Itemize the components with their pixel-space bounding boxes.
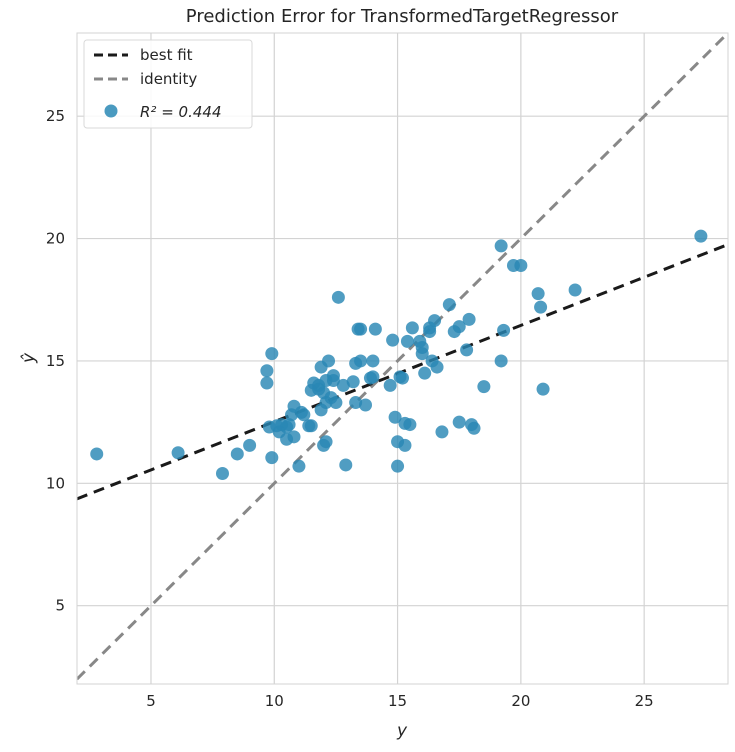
data-point [304, 419, 318, 433]
data-point [467, 421, 481, 435]
data-point [366, 370, 380, 384]
x-tick-label: 5 [146, 692, 156, 710]
x-tick-label: 25 [635, 692, 654, 710]
legend: best fit identity R² = 0.444 [83, 39, 253, 129]
legend-identity-label: identity [140, 70, 197, 88]
chart-title: Prediction Error for TransformedTargetRe… [186, 6, 619, 27]
data-point [694, 229, 708, 243]
legend-r2-marker [104, 104, 118, 118]
data-point [398, 438, 412, 452]
data-point [415, 347, 429, 361]
data-point [346, 375, 360, 389]
data-point [282, 418, 296, 432]
data-point [386, 333, 400, 347]
data-point [391, 459, 405, 473]
data-point [462, 312, 476, 326]
data-point [339, 458, 353, 472]
data-point [452, 320, 466, 334]
identity-line [77, 33, 728, 681]
data-point [460, 343, 474, 357]
data-point [428, 314, 442, 328]
data-point [292, 459, 306, 473]
data-point [331, 290, 345, 304]
legend-r2-label: R² = 0.444 [140, 103, 221, 121]
data-point [260, 364, 274, 378]
data-point [354, 322, 368, 336]
data-point [265, 347, 279, 361]
data-point [171, 446, 185, 460]
y-tick-label: 5 [55, 597, 65, 615]
data-point [368, 322, 382, 336]
data-point [514, 259, 528, 272]
y-tick-label: 10 [46, 474, 65, 492]
data-point [388, 410, 402, 424]
data-point [534, 300, 548, 314]
data-point [336, 378, 350, 392]
x-tick-label: 20 [511, 692, 530, 710]
data-point [215, 467, 229, 481]
x-axis-label: y [396, 721, 408, 741]
data-point [531, 287, 545, 301]
data-point [297, 408, 311, 422]
data-point [568, 283, 582, 297]
data-point [396, 371, 409, 385]
y-tick-label: 15 [46, 352, 65, 370]
data-point [90, 447, 104, 461]
data-point [319, 435, 333, 449]
data-point [260, 376, 274, 390]
data-point [326, 369, 340, 383]
plot-frame [76, 32, 729, 685]
data-point [494, 239, 508, 253]
scatter-points [90, 229, 708, 481]
y-axis-label: ŷ [19, 352, 39, 364]
data-point [366, 354, 380, 368]
x-tick-label: 15 [388, 692, 407, 710]
data-point [329, 396, 343, 410]
data-point [287, 430, 301, 444]
data-point [349, 396, 363, 410]
data-point [243, 438, 257, 452]
y-tick-label: 25 [46, 107, 65, 125]
data-point [359, 398, 373, 412]
data-point [383, 378, 397, 392]
tick-labels: 5 10 15 20 25 5 10 15 20 25 [46, 107, 654, 710]
data-point [322, 354, 336, 368]
data-point [497, 323, 511, 337]
x-tick-label: 10 [265, 692, 284, 710]
data-point [430, 360, 444, 374]
data-point [403, 418, 417, 432]
data-point [405, 321, 419, 335]
data-point [536, 382, 550, 396]
data-point [452, 415, 466, 429]
data-point [442, 298, 456, 312]
data-point [435, 425, 449, 439]
data-point [354, 354, 368, 368]
data-point [477, 380, 491, 394]
data-point [494, 354, 508, 368]
legend-best-fit-label: best fit [140, 46, 193, 64]
data-point [265, 451, 279, 465]
legend-box [83, 39, 253, 129]
data-point [400, 334, 414, 348]
data-point [418, 366, 432, 380]
y-tick-label: 20 [46, 230, 65, 248]
data-point [230, 447, 244, 461]
